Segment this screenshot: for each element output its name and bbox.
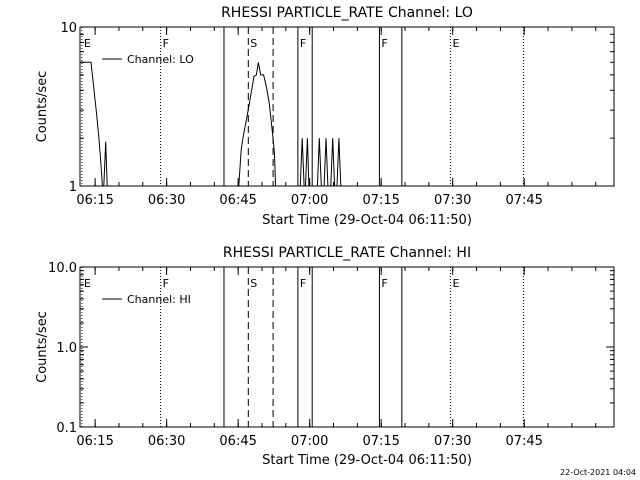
series-line [299,138,310,187]
x-tick-label: 06:45 [219,434,256,449]
flag-label: F [381,37,387,50]
x-tick-label: 07:00 [291,193,328,208]
plot-frame [79,26,615,187]
series-line [80,61,108,187]
legend-label: Channel: LO [127,53,194,66]
x-tick-label: 06:30 [148,193,185,208]
y-tick-label: 0.1 [56,421,77,436]
x-tick-label: 07:45 [505,434,542,449]
chart-title: RHESSI PARTICLE_RATE Channel: LO [221,5,473,21]
x-tick-label: 07:00 [291,434,328,449]
flag-label: E [84,37,91,50]
y-axis-label: Counts/sec [35,311,50,383]
y-tick-label: 10.0 [48,261,77,276]
x-tick-label: 07:15 [362,434,399,449]
series-line [238,62,276,187]
flag-label: E [84,277,91,290]
x-tick-label: 07:15 [362,193,399,208]
y-axis-label: Counts/sec [35,71,50,143]
flag-label: S [250,277,257,290]
x-tick-label: 07:30 [434,193,471,208]
panel-lo: RHESSI PARTICLE_RATE Channel: LO E F S F F E 06… [35,5,615,228]
timestamp: 22-Oct-2021 04:04 [560,468,636,477]
series-line [316,138,342,187]
panel-hi: RHESSI PARTICLE_RATE Channel: HI E F S F F E 06… [35,245,615,468]
x-tick-label: 06:30 [148,434,185,449]
y-tick-label: 1.0 [56,341,77,356]
y-tick-label: 10 [60,21,77,36]
legend-label: Channel: HI [127,293,191,306]
x-tick-label: 07:30 [434,434,471,449]
flag-label: E [452,37,459,50]
flag-label: E [452,277,459,290]
x-tick-label: 06:45 [219,193,256,208]
y-tick-label: 1 [69,180,77,195]
x-axis-label: Start Time (29-Oct-04 06:11:50) [262,213,472,228]
x-axis-label: Start Time (29-Oct-04 06:11:50) [262,453,472,468]
flag-label: F [300,37,306,50]
flag-label: F [300,277,306,290]
flag-label: S [250,37,257,50]
x-tick-label: 06:15 [76,193,113,208]
flag-label: F [163,37,169,50]
x-tick-label: 06:15 [76,434,113,449]
flag-label: F [381,277,387,290]
flag-label: F [163,277,169,290]
x-tick-label: 07:45 [505,193,542,208]
chart-title: RHESSI PARTICLE_RATE Channel: HI [223,245,471,261]
